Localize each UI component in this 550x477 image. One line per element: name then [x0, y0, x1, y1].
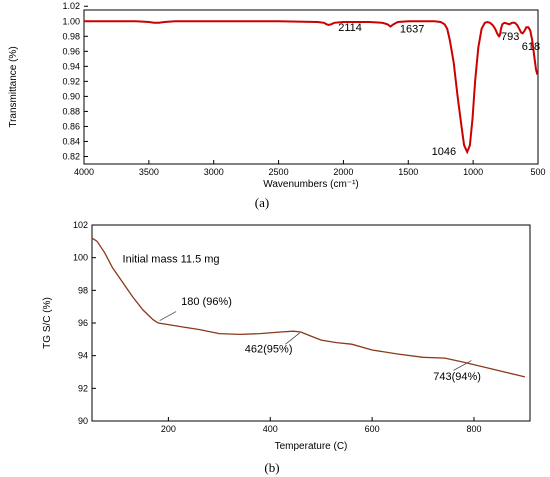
a-y-tick-label: 0.90 [62, 91, 80, 101]
b-y-tick-label: 90 [78, 416, 88, 426]
panel-a-label: (a) [255, 195, 269, 210]
b-annotation: Initial mass 11.5 mg [123, 254, 220, 266]
a-x-tick-label: 500 [530, 167, 545, 177]
a-y-tick-label: 0.96 [62, 46, 80, 56]
panel-a-series-line [84, 20, 539, 155]
a-x-tick-label: 1500 [398, 167, 418, 177]
panel-b-label: (b) [264, 460, 279, 475]
panel-a-plot-frame [83, 9, 539, 165]
a-x-tick-label: 3000 [204, 167, 224, 177]
b-x-tick-label: 800 [466, 424, 481, 434]
a-x-tick-label: 2000 [333, 167, 353, 177]
a-y-tick-label: 0.88 [62, 106, 80, 116]
panel-a-ftir-chart: 4000 3500 3000 2500 2000 1500 1000 500 0.82 0.84 0… [8, 1, 546, 210]
b-annotation-pointer [285, 332, 301, 345]
b-annotation: 180 (96%) [181, 296, 232, 308]
a-annotation: 618 [522, 41, 540, 53]
panel-a-ylabel: Transmittance (%) [8, 46, 19, 127]
b-y-tick-label: 94 [78, 351, 88, 361]
a-x-tick-label: 4000 [74, 167, 94, 177]
b-x-tick-label: 400 [263, 424, 278, 434]
panel-b-ylabel: TG S/C (%) [42, 297, 53, 349]
b-y-tick-label: 96 [78, 318, 88, 328]
a-y-tick-label: 0.84 [62, 136, 80, 146]
panel-b-tga-chart: 200 400 600 800 90 92 94 96 98 100 102 Initial mas… [42, 220, 531, 475]
a-x-tick-label: 2500 [269, 167, 289, 177]
a-y-tick-label: 1.00 [62, 16, 80, 26]
a-y-tick-label: 0.86 [62, 121, 80, 131]
b-annotation-pointer [159, 311, 177, 321]
b-y-tick-label: 102 [73, 220, 88, 230]
a-y-tick-label: 1.02 [62, 1, 80, 11]
b-annotation-pointer [453, 360, 472, 371]
b-y-tick-label: 98 [78, 285, 88, 295]
a-annotation: 793 [501, 31, 519, 43]
b-y-tick-label: 92 [78, 383, 88, 393]
a-annotation: 1637 [400, 24, 424, 36]
a-annotation: 1046 [432, 146, 456, 158]
b-annotation: 743(94%) [433, 371, 481, 383]
panel-b-series-line [91, 237, 526, 378]
a-y-tick-label: 0.94 [62, 61, 80, 71]
panel-a-xlabel: Wavenumbers (cm⁻¹) [263, 179, 358, 190]
a-annotation: 2114 [338, 22, 362, 34]
b-x-tick-label: 600 [365, 424, 380, 434]
b-annotation: 462(95%) [245, 343, 293, 355]
b-x-tick-label: 200 [161, 424, 176, 434]
a-x-tick-label: 3500 [139, 167, 159, 177]
a-y-tick-label: 0.82 [62, 151, 80, 161]
a-y-tick-label: 0.98 [62, 31, 80, 41]
a-y-tick-label: 0.92 [62, 76, 80, 86]
a-x-tick-label: 1000 [463, 167, 483, 177]
panel-b-xlabel: Temperature (C) [275, 441, 348, 452]
b-y-tick-label: 100 [73, 253, 88, 263]
